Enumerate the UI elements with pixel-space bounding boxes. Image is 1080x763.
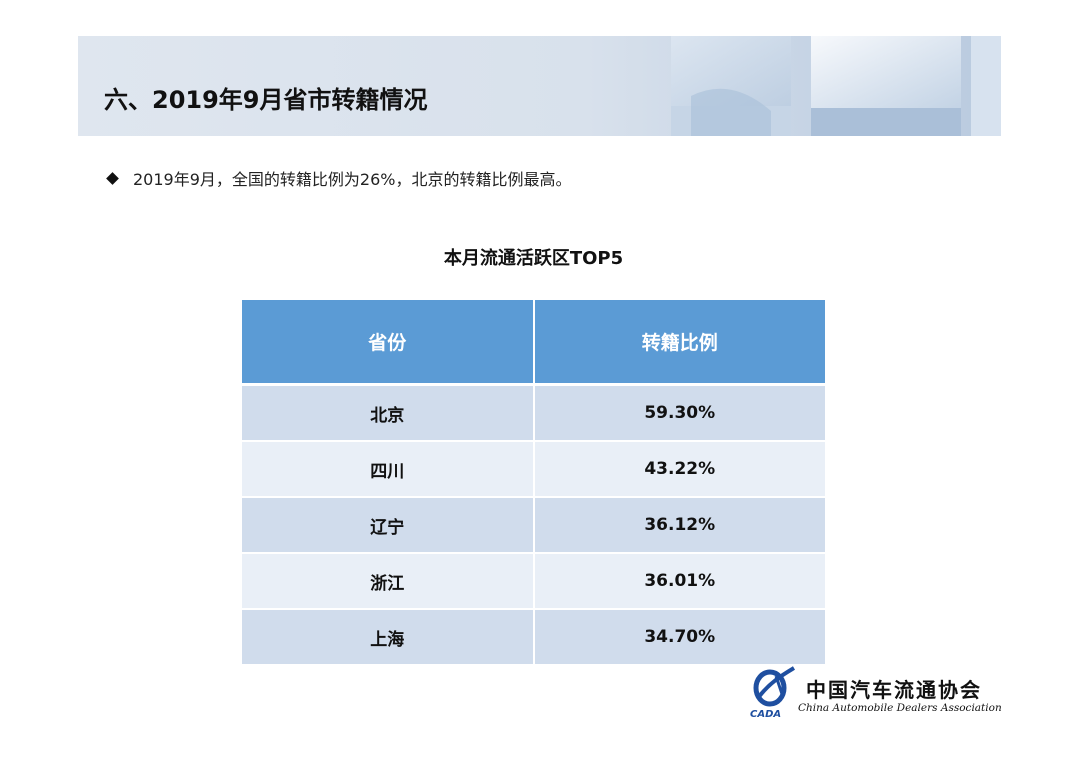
table-row: 浙江 36.01% xyxy=(242,553,825,610)
logo-abbr: CADA xyxy=(750,709,781,720)
ratio-cell: 34.70% xyxy=(533,609,825,666)
table-row: 辽宁 36.12% xyxy=(242,497,825,554)
cada-emblem-icon: CADA xyxy=(750,666,796,720)
table-row: 上海 34.70% xyxy=(242,609,825,666)
diamond-bullet-icon xyxy=(106,171,119,185)
province-cell: 上海 xyxy=(242,609,535,666)
summary-bullet: 2019年9月，全国的转籍比例为26%，北京的转籍比例最高。 xyxy=(106,166,571,190)
summary-text: 2019年9月，全国的转籍比例为26%，北京的转籍比例最高。 xyxy=(133,170,572,189)
ratio-cell: 43.22% xyxy=(533,441,825,498)
table-row: 四川 43.22% xyxy=(242,441,825,498)
ratio-cell: 36.01% xyxy=(533,553,825,610)
table-title: 本月流通活跃区TOP5 xyxy=(443,248,624,269)
logo-name-cn: 中国汽车流通协会 xyxy=(806,678,982,702)
ratio-cell: 59.30% xyxy=(533,384,825,442)
province-cell: 辽宁 xyxy=(242,497,535,554)
page-title: 六、2019年9月省市转籍情况 xyxy=(104,86,428,114)
table-row: 北京 59.30% xyxy=(242,384,825,442)
cada-logo: CADA 中国汽车流通协会 China Automobile Dealers A… xyxy=(748,664,1002,720)
column-header-ratio: 转籍比例 xyxy=(533,300,825,386)
column-header-province: 省份 xyxy=(242,300,535,386)
province-cell: 浙江 xyxy=(242,553,535,610)
cubes-decoration xyxy=(671,36,1001,136)
header-banner: 六、2019年9月省市转籍情况 xyxy=(78,36,1001,136)
province-cell: 四川 xyxy=(242,441,535,498)
ratio-table: 省份 转籍比例 北京 59.30% 四川 43.22% 辽宁 36.12% 浙江… xyxy=(242,300,825,666)
province-cell: 北京 xyxy=(242,384,535,442)
ratio-cell: 36.12% xyxy=(533,497,825,554)
table-header-row: 省份 转籍比例 xyxy=(242,300,825,386)
logo-name-en: China Automobile Dealers Association xyxy=(798,702,1002,714)
